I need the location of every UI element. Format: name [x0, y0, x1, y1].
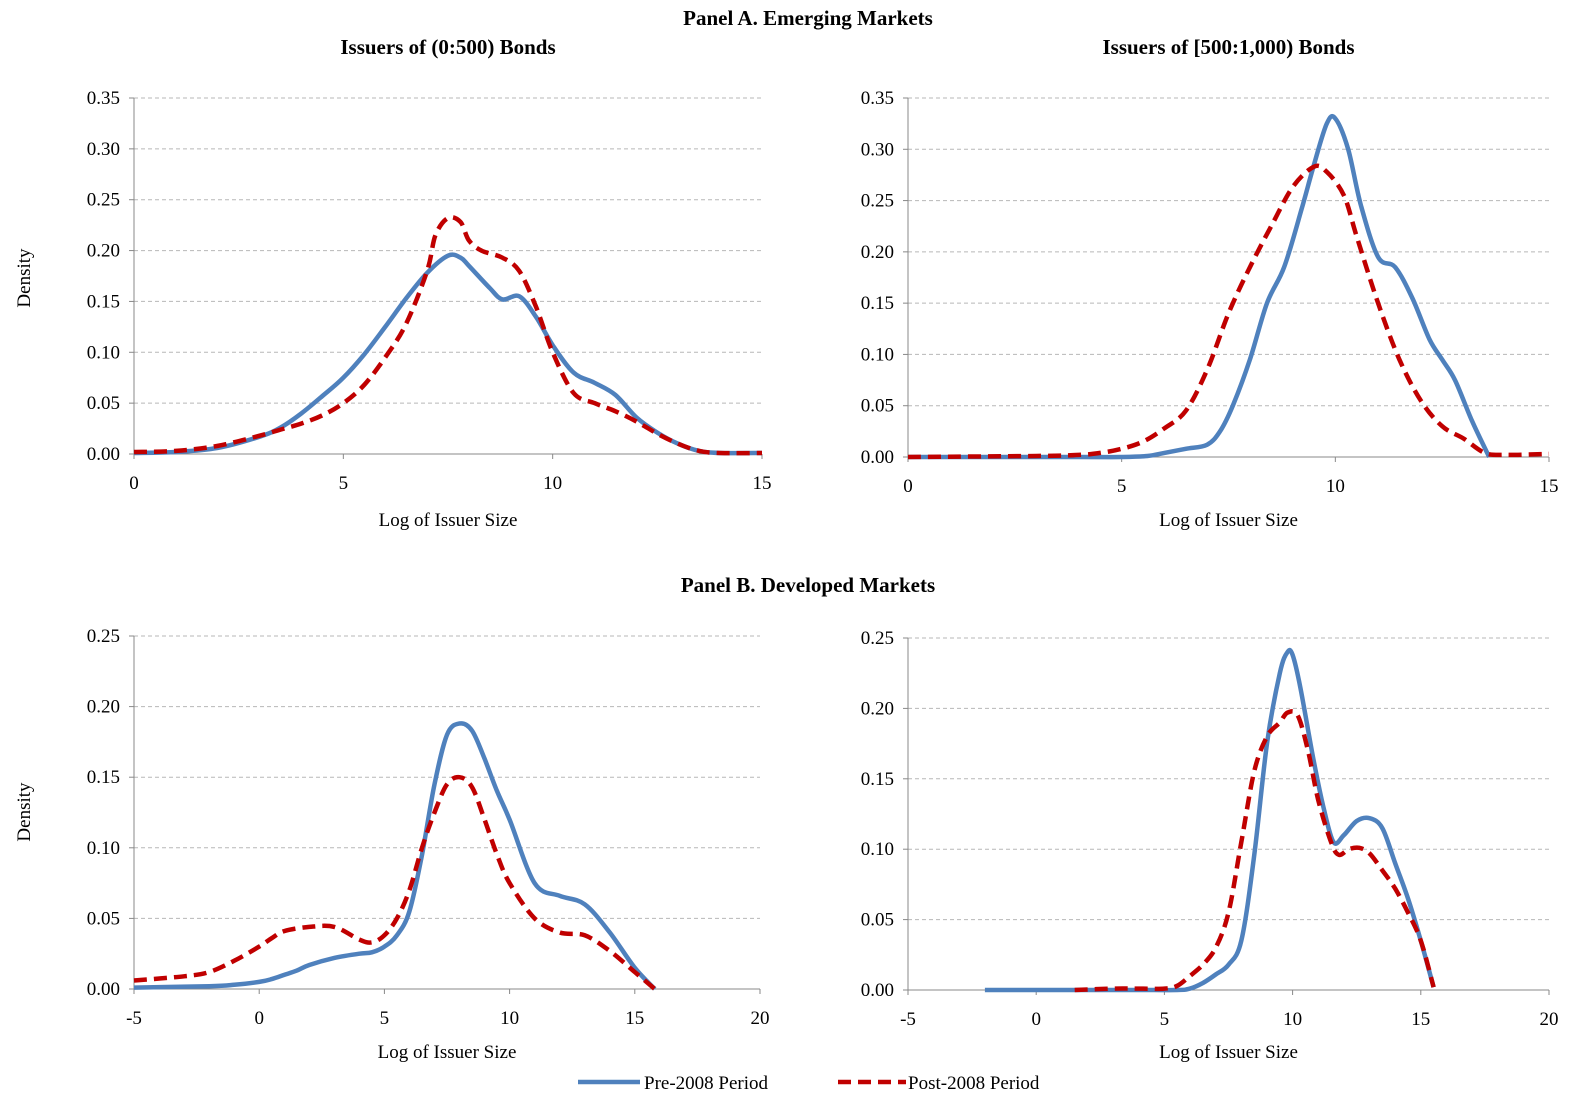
y-tick-label: 0.05 — [861, 910, 894, 931]
x-tick-label: 0 — [129, 473, 139, 494]
y-tick-label: 0.00 — [87, 444, 120, 465]
y-axis-label: Density — [14, 782, 35, 842]
panel-a-title: Panel A. Emerging Markets — [683, 6, 933, 30]
x-tick-label: 10 — [500, 1008, 519, 1029]
x-tick-label: -5 — [126, 1008, 142, 1029]
x-tick-label: 10 — [1283, 1009, 1302, 1030]
x-axis-label: Log of Issuer Size — [1159, 510, 1298, 531]
pre-2008-line — [133, 252, 763, 456]
pre-2008-line — [907, 113, 1492, 460]
x-tick-label: 0 — [254, 1008, 264, 1029]
x-tick-label: 5 — [1117, 476, 1127, 497]
x-tick-label: -5 — [900, 1009, 916, 1030]
x-tick-label: 15 — [1411, 1009, 1430, 1030]
y-tick-label: 0.00 — [861, 447, 894, 468]
y-tick-label: 0.30 — [87, 139, 120, 160]
x-tick-label: 0 — [1031, 1009, 1041, 1030]
y-tick-label: 0.10 — [861, 839, 894, 860]
panel-b-title: Panel B. Developed Markets — [681, 573, 935, 597]
y-tick-label: 0.00 — [861, 980, 894, 1001]
x-tick-label: 5 — [380, 1008, 390, 1029]
y-tick-label: 0.00 — [87, 979, 120, 1000]
chart-developed-mid-issuers: 0.00 0.05 0.10 0.15 0.20 0.25 -5 0 5 10 15 20 Log of… — [861, 628, 1559, 1063]
x-axis-label: Log of Issuer Size — [1159, 1042, 1298, 1063]
pre-2008-line — [133, 721, 657, 991]
x-tick-label: 10 — [543, 473, 562, 494]
y-tick-label: 0.15 — [87, 767, 120, 788]
x-tick-label: 15 — [1540, 476, 1559, 497]
post-2008-line — [907, 163, 1550, 460]
y-tick-label: 0.20 — [87, 697, 120, 718]
x-tick-label: 10 — [1326, 476, 1345, 497]
y-tick-label: 0.05 — [87, 393, 120, 414]
y-tick-label: 0.35 — [87, 88, 120, 109]
chart-title: Issuers of [500:1,000) Bonds — [1102, 35, 1354, 59]
y-tick-label: 0.20 — [87, 241, 120, 262]
post-2008-line — [133, 214, 763, 456]
x-tick-label: 15 — [753, 473, 772, 494]
y-tick-label: 0.30 — [861, 139, 894, 160]
x-axis-label: Log of Issuer Size — [379, 510, 518, 531]
y-tick-label: 0.35 — [861, 88, 894, 109]
x-tick-label: 15 — [625, 1008, 644, 1029]
y-tick-label: 0.05 — [87, 908, 120, 929]
y-tick-label: 0.25 — [87, 626, 120, 647]
legend-pre-label: Pre-2008 Period — [644, 1073, 769, 1094]
legend: Pre-2008 Period Post-2008 Period — [578, 1073, 1040, 1094]
chart-emerging-mid-issuers: 0.00 0.05 0.10 0.15 0.20 0.25 0.30 0.35 0 5 10 15 Is… — [861, 35, 1559, 531]
y-tick-label: 0.15 — [861, 769, 894, 790]
chart-emerging-small-issuers: 0.00 0.05 0.10 0.15 0.20 0.25 0.30 0.35 0 5 10 15 Is… — [14, 35, 772, 531]
x-tick-label: 20 — [751, 1008, 770, 1029]
x-tick-label: 5 — [1160, 1009, 1170, 1030]
y-tick-label: 0.15 — [861, 293, 894, 314]
chart-developed-small-issuers: 0.00 0.05 0.10 0.15 0.20 0.25 -5 0 5 10 15 20 Log of… — [14, 626, 770, 1063]
y-tick-label: 0.25 — [861, 191, 894, 212]
x-axis-label: Log of Issuer Size — [378, 1042, 517, 1063]
y-tick-label: 0.10 — [87, 342, 120, 363]
legend-post-label: Post-2008 Period — [908, 1073, 1040, 1094]
y-tick-label: 0.20 — [861, 698, 894, 719]
y-tick-label: 0.10 — [861, 344, 894, 365]
x-tick-label: 0 — [903, 476, 913, 497]
y-tick-label: 0.25 — [87, 190, 120, 211]
post-2008-line — [133, 774, 657, 991]
y-tick-label: 0.15 — [87, 291, 120, 312]
x-tick-label: 20 — [1540, 1009, 1559, 1030]
post-2008-line — [1074, 708, 1436, 993]
y-axis-label: Density — [14, 248, 35, 308]
y-tick-label: 0.10 — [87, 838, 120, 859]
y-tick-label: 0.25 — [861, 628, 894, 649]
y-tick-label: 0.05 — [861, 396, 894, 417]
y-tick-label: 0.20 — [861, 242, 894, 263]
pre-2008-line — [984, 647, 1436, 993]
x-tick-label: 5 — [339, 473, 349, 494]
chart-title: Issuers of (0:500) Bonds — [340, 35, 555, 59]
